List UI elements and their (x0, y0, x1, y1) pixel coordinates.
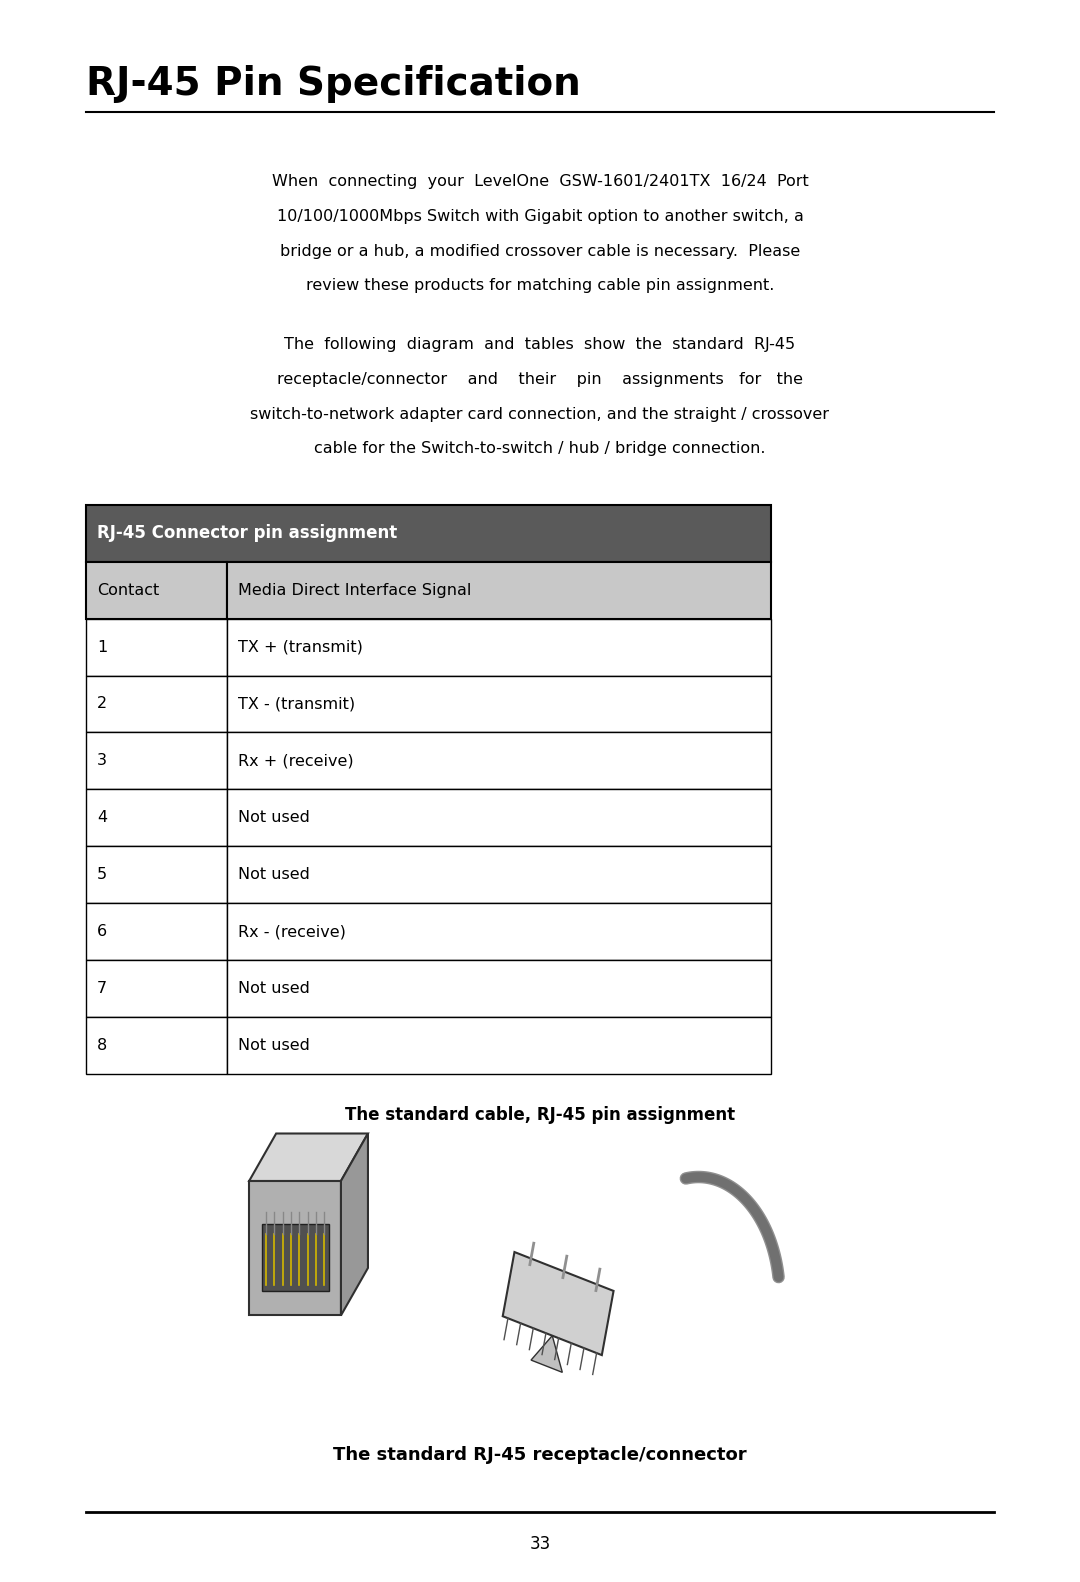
Text: RJ-45 Pin Specification: RJ-45 Pin Specification (86, 65, 581, 103)
Bar (86, 846, 227, 903)
Bar (227, 732, 771, 789)
Bar (86, 1017, 227, 1074)
Text: 4: 4 (97, 810, 107, 826)
Text: 1: 1 (97, 639, 107, 655)
Text: Contact: Contact (97, 582, 160, 598)
Text: bridge or a hub, a modified crossover cable is necessary.  Please: bridge or a hub, a modified crossover ca… (280, 244, 800, 258)
Text: Not used: Not used (238, 981, 310, 997)
Polygon shape (341, 1133, 368, 1316)
Text: 7: 7 (97, 981, 107, 997)
Text: Media Direct Interface Signal: Media Direct Interface Signal (238, 582, 471, 598)
Text: RJ-45 Connector pin assignment: RJ-45 Connector pin assignment (97, 524, 397, 543)
Text: When  connecting  your  LevelOne  GSW-1601/2401TX  16/24  Port: When connecting your LevelOne GSW-1601/2… (272, 174, 808, 188)
Bar (227, 789, 771, 846)
Bar (227, 846, 771, 903)
Text: The  following  diagram  and  tables  show  the  standard  RJ-45: The following diagram and tables show th… (284, 337, 796, 351)
Text: 5: 5 (97, 867, 107, 883)
Text: 6: 6 (97, 924, 107, 940)
Text: The standard cable, RJ-45 pin assignment: The standard cable, RJ-45 pin assignment (345, 1106, 735, 1123)
Bar (227, 1017, 771, 1074)
Bar (86, 732, 227, 789)
Text: cable for the Switch-to-switch / hub / bridge connection.: cable for the Switch-to-switch / hub / b… (314, 441, 766, 456)
Polygon shape (502, 1251, 613, 1356)
Text: Rx + (receive): Rx + (receive) (238, 753, 353, 769)
Bar (86, 619, 227, 676)
Text: 3: 3 (97, 753, 107, 769)
Text: review these products for matching cable pin assignment.: review these products for matching cable… (306, 278, 774, 293)
Text: Not used: Not used (238, 867, 310, 883)
Bar (249, 1180, 341, 1316)
Text: 8: 8 (97, 1038, 107, 1054)
Bar (227, 903, 771, 960)
Text: switch-to-network adapter card connection, and the straight / crossover: switch-to-network adapter card connectio… (251, 407, 829, 421)
Bar (86, 789, 227, 846)
Bar (86, 562, 227, 619)
Bar (86, 903, 227, 960)
Bar (86, 505, 771, 562)
Text: TX + (transmit): TX + (transmit) (238, 639, 363, 655)
Text: 10/100/1000Mbps Switch with Gigabit option to another switch, a: 10/100/1000Mbps Switch with Gigabit opti… (276, 209, 804, 223)
Polygon shape (531, 1335, 563, 1372)
Bar (86, 960, 227, 1017)
Text: Not used: Not used (238, 810, 310, 826)
Bar (227, 676, 771, 732)
Bar (227, 960, 771, 1017)
Polygon shape (249, 1133, 368, 1180)
Text: 2: 2 (97, 696, 107, 712)
Text: Rx - (receive): Rx - (receive) (238, 924, 346, 940)
Text: 33: 33 (529, 1535, 551, 1552)
Bar (86, 676, 227, 732)
Text: The standard RJ-45 receptacle/connector: The standard RJ-45 receptacle/connector (334, 1446, 746, 1463)
Bar (261, 1224, 328, 1291)
Text: receptacle/connector    and    their    pin    assignments   for   the: receptacle/connector and their pin assig… (276, 372, 804, 386)
Text: TX - (transmit): TX - (transmit) (238, 696, 354, 712)
Bar (227, 619, 771, 676)
Text: Not used: Not used (238, 1038, 310, 1054)
Bar (227, 562, 771, 619)
